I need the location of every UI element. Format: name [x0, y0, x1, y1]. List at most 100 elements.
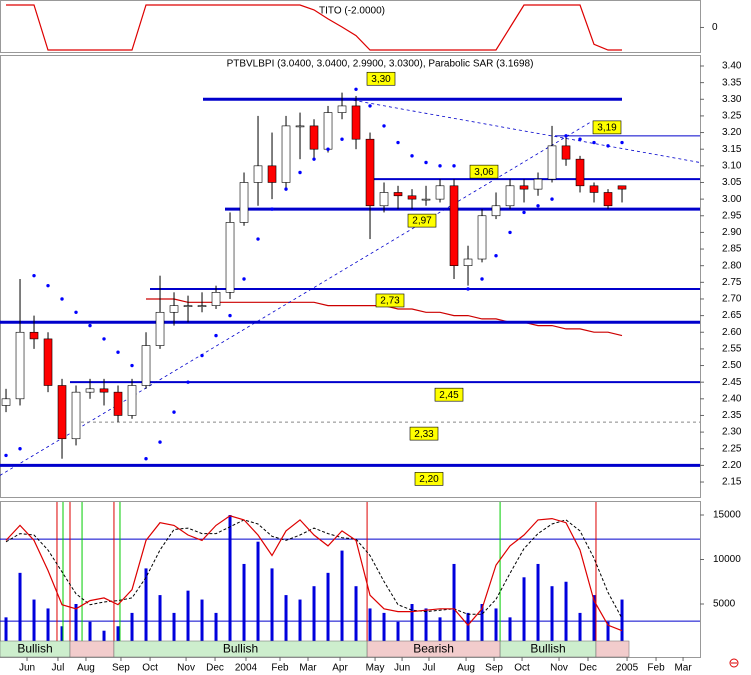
x-tick-label: Dec — [206, 663, 224, 674]
y-tick-label: 2.15 — [722, 477, 742, 488]
sar-dot — [410, 154, 414, 158]
x-tick-label: Nov — [177, 663, 195, 674]
level-label-box — [375, 293, 405, 308]
sar-dot — [46, 283, 50, 288]
y-tick-label: 2.25 — [722, 443, 742, 454]
x-tick-label: Oct — [514, 663, 530, 674]
main-pane-frame — [0, 55, 701, 498]
volume-bar — [88, 621, 92, 649]
candle-body — [141, 345, 151, 386]
volume-bar — [340, 550, 344, 649]
y-tick-label: 3.00 — [722, 194, 742, 205]
candle-body — [393, 192, 403, 197]
sar-dot — [578, 137, 582, 141]
y-tick-label: 2.95 — [722, 210, 742, 221]
candle-body — [365, 138, 375, 207]
sar-dot — [18, 447, 22, 451]
volume-bar — [508, 617, 512, 649]
candle-body — [99, 388, 109, 393]
sar-dot — [550, 197, 554, 201]
y-tick-label: 5000 — [713, 599, 736, 610]
volume-bar — [256, 541, 260, 649]
level-label-box — [407, 213, 437, 228]
volume-bar — [578, 612, 582, 649]
sar-dot — [270, 207, 274, 211]
candle-body — [113, 391, 123, 416]
y-tick-label: 2.70 — [722, 294, 742, 305]
x-tick-label: Mar — [674, 663, 692, 674]
y-tick-label: 2.50 — [722, 360, 742, 371]
volume-bar — [46, 608, 50, 649]
level-label: 3,06 — [474, 167, 494, 178]
y-tick-label: 3.35 — [722, 77, 742, 88]
sar-dot — [382, 124, 386, 128]
candle-body — [85, 388, 95, 393]
candle-body — [575, 158, 585, 187]
candle-body — [477, 215, 487, 260]
candle-body — [351, 105, 361, 140]
x-tick-label: Sep — [112, 663, 130, 674]
volume-bar — [130, 612, 134, 649]
level-label: 2,97 — [412, 216, 432, 227]
volume-bar — [382, 612, 386, 649]
x-tick-label: Jul — [423, 663, 436, 674]
volume-bar — [536, 563, 540, 649]
volume-bar — [32, 599, 36, 649]
candle-body — [519, 185, 529, 190]
y-tick-label: 2.20 — [722, 460, 742, 471]
candle-body — [71, 391, 81, 440]
volume-bar — [172, 612, 176, 649]
sar-dot — [32, 273, 36, 278]
y-tick-label: 3.30 — [722, 94, 742, 105]
candle-body — [547, 145, 557, 180]
volume-bar — [158, 595, 162, 649]
x-tick-label: Feb — [271, 663, 289, 674]
volume-bar — [74, 603, 78, 649]
candle-body — [323, 112, 333, 150]
volume-bar — [116, 626, 120, 649]
candle-body — [309, 125, 319, 150]
volume-bar — [522, 577, 526, 649]
level-label-box — [366, 71, 396, 86]
band-label: Bearish — [413, 642, 454, 656]
chart-title: PTBVLBPI (3.0400, 3.0400, 2.9900, 3.0300… — [227, 59, 534, 70]
level-label: 2,73 — [380, 296, 400, 307]
level-label: 2,45 — [439, 390, 459, 401]
level-label: 2,20 — [419, 474, 439, 485]
sar-dot — [354, 87, 358, 91]
zoom-icon[interactable] — [729, 658, 739, 668]
sar-dot — [340, 137, 344, 141]
candle-body — [29, 331, 39, 340]
sar-dot — [326, 147, 330, 151]
sar-dot — [60, 297, 64, 301]
volume-bar — [452, 563, 456, 649]
volume-bar — [312, 586, 316, 649]
candle-body — [15, 331, 25, 400]
x-tick-label: Mar — [299, 663, 317, 674]
volume-bar — [466, 612, 470, 649]
volume-bar — [102, 630, 106, 649]
y-tick-label: 3.20 — [722, 127, 742, 138]
volume-bar — [60, 626, 64, 649]
candle-body — [407, 195, 417, 200]
sar-dot — [4, 453, 8, 458]
x-tick-label: Dec — [579, 663, 597, 674]
x-tick-label: Oct — [142, 663, 158, 674]
candle-body — [239, 182, 249, 223]
sar-dot — [536, 204, 540, 208]
y-tick-label: 2.90 — [722, 227, 742, 238]
candle-body — [533, 178, 543, 190]
sar-dot — [564, 134, 568, 138]
y-tick-label: 2.80 — [722, 260, 742, 271]
sar-dot — [284, 187, 288, 191]
sar-dot — [256, 237, 260, 241]
y-tick-label: 3.40 — [722, 61, 742, 72]
candle-body — [561, 145, 571, 160]
x-tick-label: May — [366, 663, 385, 674]
sar-dot — [186, 380, 190, 384]
volume-bar — [242, 563, 246, 649]
volume-bar — [368, 608, 372, 649]
volume-bar — [410, 603, 414, 649]
y-tick-label: 2.45 — [722, 377, 742, 388]
